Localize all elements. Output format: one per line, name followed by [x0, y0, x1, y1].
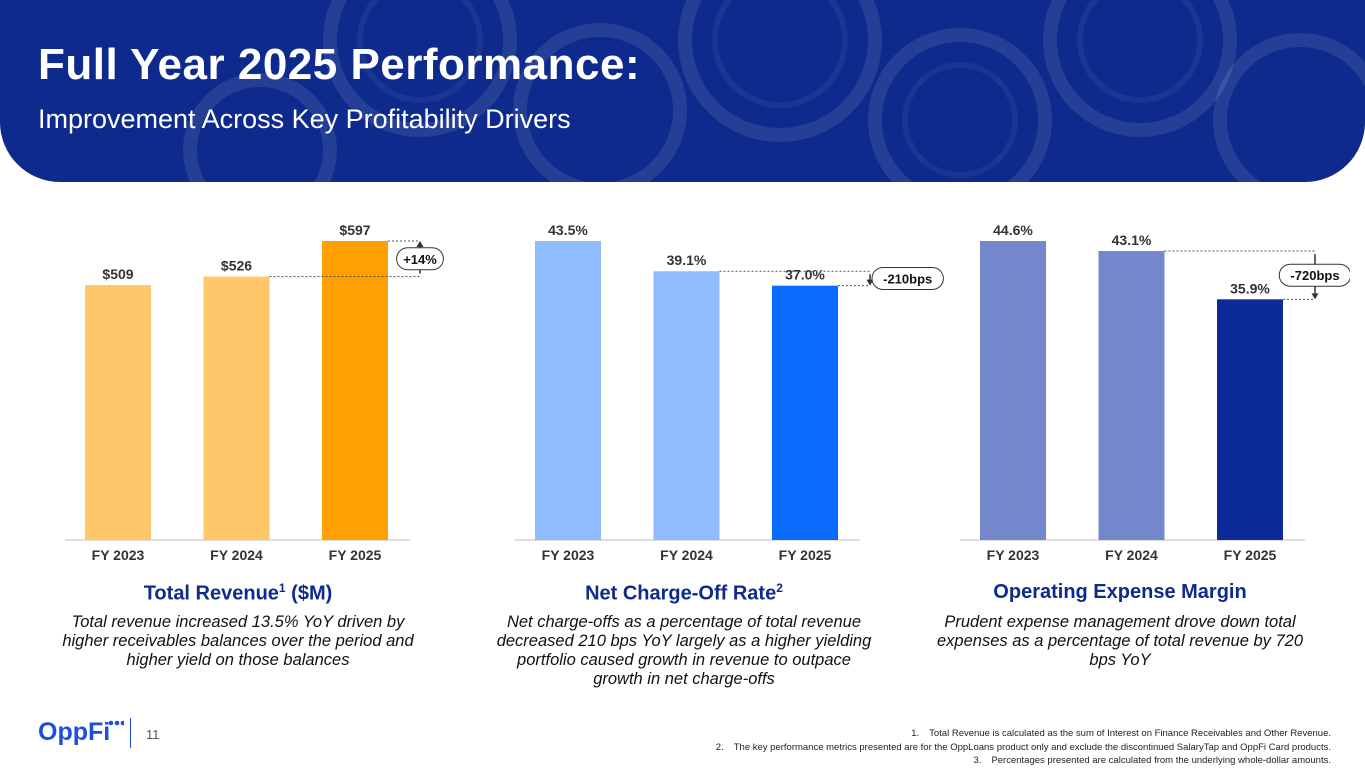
nco-caption-desc: Net charge-offs as a percentage of total… [496, 613, 872, 688]
opex-caption-desc: Prudent expense management drove down to… [936, 613, 1303, 669]
data-label: 44.6% [993, 222, 1033, 238]
change-arrow-head [1311, 293, 1319, 300]
header-banner: Full Year 2025 Performance: Improvement … [0, 0, 1365, 182]
x-tick-label: FY 2023 [987, 547, 1040, 563]
logo-dots-icon [108, 720, 124, 726]
net-charge-off-chart: 43.5% FY 2023 39.1% FY 2024 37.0% FY 2025 -210… [515, 222, 944, 563]
bar-fy-2023 [85, 285, 151, 540]
header-pattern [183, 0, 1365, 182]
bar-fy-2025 [322, 241, 388, 540]
footnote: 3. Percentages presented are calculated f… [973, 755, 1332, 766]
footnotes: 1. Total Revenue is calculated as the sum… [571, 727, 1331, 768]
change-pill [1278, 263, 1350, 287]
bar-fy-2025 [1217, 299, 1283, 540]
change-label: -210bps [883, 271, 932, 286]
x-tick-label: FY 2023 [542, 547, 595, 563]
change-label: -720bps [1290, 268, 1339, 283]
revenue-chart: $509 FY 2023 $526 FY 2024 $597 FY 2025 +14% [65, 222, 444, 563]
bar-fy-2025 [772, 285, 838, 540]
change-pill [871, 266, 944, 290]
opex-caption-title: Operating Expense Margin [993, 581, 1247, 603]
page-number: 11 [146, 727, 160, 742]
footnote: 1. Total Revenue is calculated as the sum… [911, 728, 1331, 739]
bar-fy-2023 [535, 241, 601, 540]
x-tick-label: FY 2024 [660, 547, 713, 563]
x-tick-label: FY 2024 [1105, 547, 1158, 563]
change-pill [396, 247, 444, 271]
opex-margin-chart: 44.6% FY 2023 43.1% FY 2024 35.9% FY 2025 -720… [960, 222, 1350, 563]
data-label: 43.1% [1112, 232, 1152, 248]
oppfi-logo: OppFi [38, 718, 111, 746]
x-tick-label: FY 2025 [779, 547, 832, 563]
data-label: 37.0% [785, 267, 825, 283]
x-tick-label: FY 2025 [329, 547, 382, 563]
revenue-caption-desc: Total revenue increased 13.5% YoY driven… [62, 613, 414, 669]
bar-fy-2024 [653, 271, 720, 540]
nco-caption-title: Net Charge-Off Rate2 [585, 581, 783, 605]
x-tick-label: FY 2025 [1224, 547, 1277, 563]
page-title: Full Year 2025 Performance: [38, 40, 641, 89]
data-label: 35.9% [1230, 280, 1270, 296]
logo-divider [130, 718, 131, 748]
page-subtitle: Improvement Across Key Profitability Dri… [38, 104, 571, 134]
change-label: +14% [403, 252, 437, 267]
bar-fy-2024 [1098, 251, 1165, 540]
bar-fy-2023 [980, 241, 1046, 540]
change-arrow-head [866, 279, 874, 286]
data-label: 43.5% [548, 222, 588, 238]
footnote: 2. The key performance metrics presented … [715, 741, 1331, 753]
x-tick-label: FY 2024 [210, 547, 263, 563]
data-label: 39.1% [667, 252, 707, 268]
x-tick-label: FY 2023 [92, 547, 145, 563]
bar-fy-2024 [203, 276, 270, 540]
revenue-caption-title: Total Revenue1 ($M) [143, 581, 333, 605]
data-label: $526 [221, 258, 252, 274]
change-arrow-head [416, 241, 424, 247]
data-label: $509 [102, 266, 133, 282]
data-label: $597 [339, 222, 370, 238]
